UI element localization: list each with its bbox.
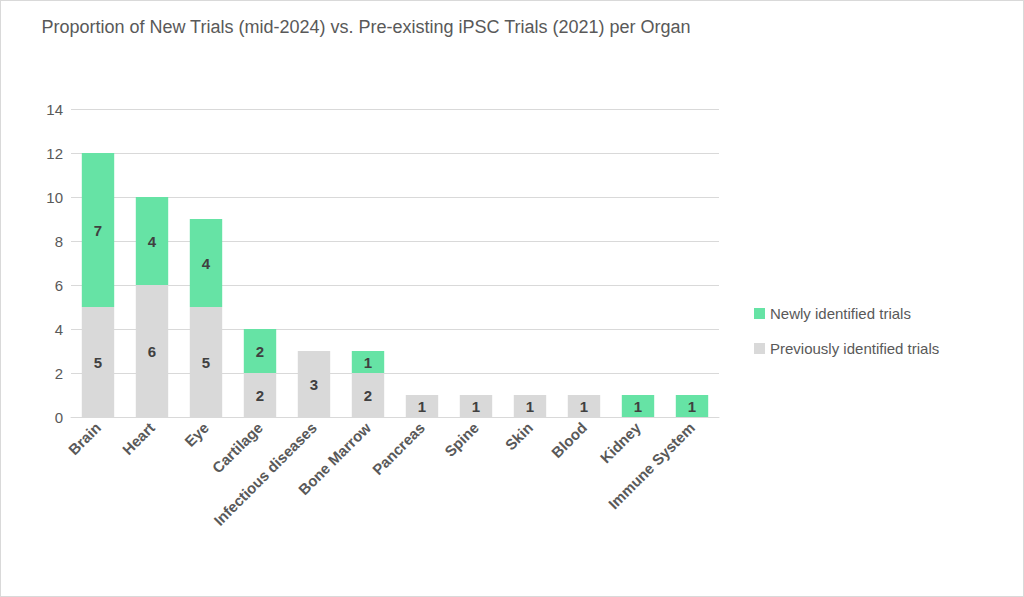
svg-text:8: 8 [55,233,63,250]
svg-text:4: 4 [55,321,63,338]
svg-text:4: 4 [202,255,211,272]
svg-text:12: 12 [46,145,63,162]
svg-text:1: 1 [634,398,642,415]
svg-text:2: 2 [256,343,264,360]
svg-text:Cartilage: Cartilage [209,419,266,476]
svg-text:1: 1 [418,398,426,415]
svg-text:2: 2 [364,387,372,404]
svg-text:1: 1 [688,398,696,415]
svg-text:0: 0 [55,409,63,426]
svg-text:5: 5 [202,354,210,371]
svg-text:6: 6 [148,343,156,360]
svg-text:Eye: Eye [181,419,212,450]
svg-text:Newly identified trials: Newly identified trials [770,305,911,322]
svg-text:Bone Marrow: Bone Marrow [295,419,374,498]
svg-text:Kidney: Kidney [597,419,645,467]
svg-text:14: 14 [46,101,63,118]
svg-text:Proportion of New Trials (mid-: Proportion of New Trials (mid-2024) vs. … [41,17,690,37]
svg-text:Previously identified trials: Previously identified trials [770,340,939,357]
svg-text:2: 2 [55,365,63,382]
svg-text:2: 2 [256,387,264,404]
svg-text:5: 5 [94,354,102,371]
svg-text:Blood: Blood [548,419,590,461]
svg-text:Heart: Heart [119,419,158,458]
svg-text:7: 7 [94,222,102,239]
svg-text:Infectious diseases: Infectious diseases [210,419,320,529]
svg-text:1: 1 [580,398,588,415]
svg-text:Immune System: Immune System [605,419,698,512]
svg-text:4: 4 [148,233,157,250]
svg-text:3: 3 [310,376,318,393]
svg-text:6: 6 [55,277,63,294]
svg-text:1: 1 [472,398,480,415]
svg-text:Pancreas: Pancreas [369,419,428,478]
svg-text:1: 1 [526,398,534,415]
svg-text:Brain: Brain [65,419,104,458]
svg-text:Skin: Skin [502,419,536,453]
svg-text:10: 10 [46,189,63,206]
svg-text:Spine: Spine [441,419,482,460]
svg-text:1: 1 [364,354,372,371]
